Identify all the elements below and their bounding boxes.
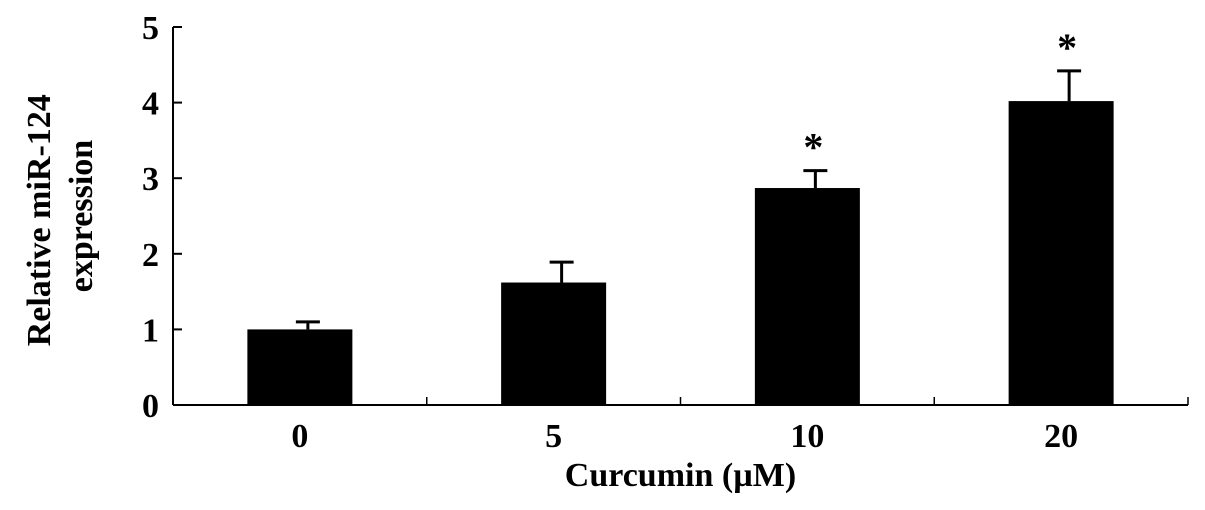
x-tick-label: 10: [790, 418, 824, 455]
bars: [247, 101, 1114, 405]
significance-marks: **: [803, 25, 1077, 170]
bar: [1008, 101, 1114, 405]
y-axis: 0 1 2 3 4 5: [142, 10, 182, 425]
significance-mark: *: [1057, 25, 1077, 70]
x-tick-label: 20: [1044, 418, 1078, 455]
error-bars: [295, 69, 1082, 330]
y-tick-label: 2: [142, 237, 159, 274]
bar: [754, 188, 860, 405]
x-axis: 0 5 10 20: [173, 397, 1189, 455]
bar: [247, 329, 353, 405]
y-tick-label: 5: [142, 10, 159, 47]
y-axis-title-line-1: Relative miR-124: [21, 94, 58, 346]
y-tick-label: 1: [142, 312, 159, 349]
y-tick-label: 3: [142, 161, 159, 198]
x-tick-label: 5: [545, 418, 562, 455]
y-axis-title: Relative miR-124 expression: [21, 86, 100, 347]
y-tick-label: 0: [142, 388, 159, 425]
y-tick-label: 4: [142, 86, 159, 123]
y-axis-title-line-2: expression: [63, 140, 100, 292]
bar: [501, 282, 607, 405]
significance-mark: *: [803, 125, 823, 170]
x-tick-label: 0: [291, 418, 308, 455]
x-axis-title: Curcumin (µM): [565, 457, 796, 494]
